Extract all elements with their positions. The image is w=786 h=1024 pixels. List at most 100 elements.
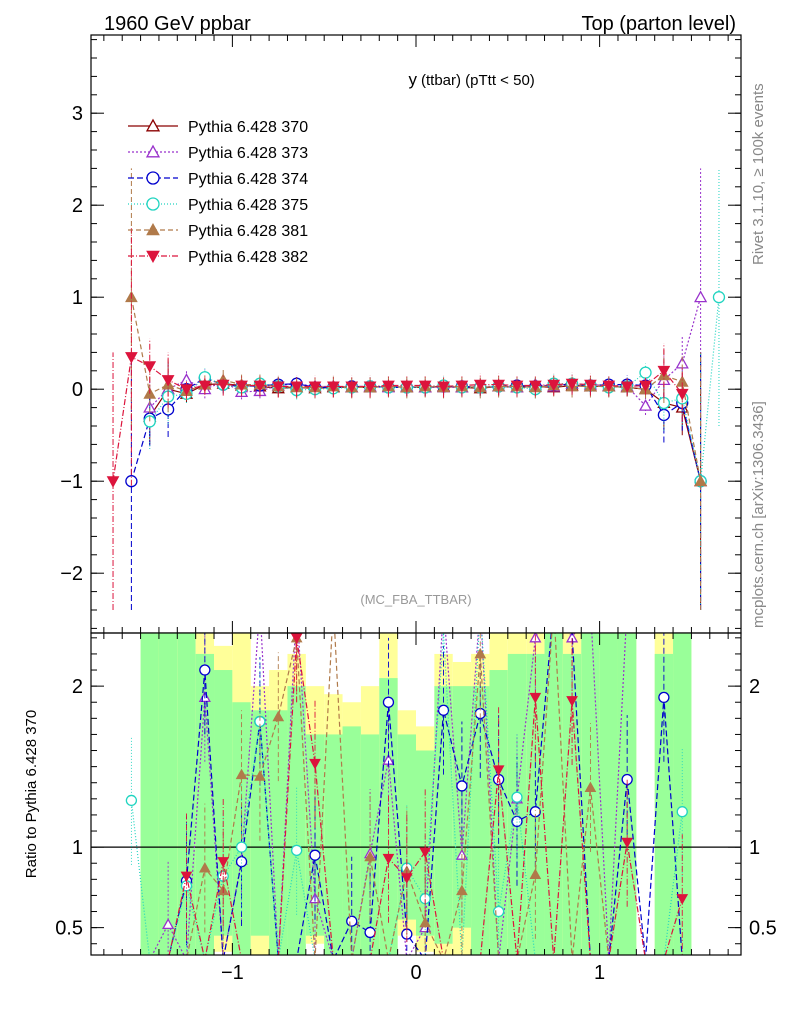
data-point [584, 379, 597, 392]
data-point [271, 381, 285, 393]
ratio-point [676, 894, 689, 905]
analysis-watermark: (MC_FBA_TTBAR) [360, 592, 471, 607]
data-point [547, 379, 561, 392]
ratio-point [272, 710, 285, 722]
ratio-point [290, 844, 303, 856]
ratio-series-pythia-6.428-382 [168, 633, 689, 955]
data-point [345, 381, 359, 393]
ratio-point [437, 704, 450, 716]
data-point [106, 476, 120, 488]
ratio-point [529, 692, 542, 704]
data-point [602, 380, 616, 393]
legend-entry: Pythia 6.428 382 [128, 249, 308, 266]
legend-label: Pythia 6.428 382 [188, 249, 308, 266]
ratio-point [492, 765, 505, 776]
ratio-point [658, 691, 670, 704]
ratio-point [400, 873, 413, 884]
legend-marker [145, 118, 161, 132]
ratio-point [676, 806, 688, 818]
ratio-point [584, 781, 597, 793]
ratio-line [168, 637, 683, 955]
ratio-y-axis-label: Ratio to Pythia 6.428 370 [23, 710, 40, 878]
data-point [253, 380, 267, 393]
ratio-point [235, 768, 248, 780]
data-point [455, 380, 469, 393]
ratio-point [309, 758, 321, 770]
ratio-point [419, 916, 432, 928]
series-line [130, 297, 702, 482]
ratio-plot-area [91, 633, 741, 955]
series-pythia-6.428-374 [125, 352, 707, 610]
ratio-point [474, 647, 487, 659]
legend-marker [146, 250, 160, 264]
y-tick-label-right: 2 [749, 676, 760, 698]
ratio-point [621, 837, 634, 849]
data-point [620, 381, 634, 393]
legend-label: Pythia 6.428 373 [188, 145, 308, 162]
series-line [149, 297, 720, 482]
data-point [712, 291, 726, 304]
inner-band [599, 633, 618, 955]
data-point [510, 380, 524, 393]
ratio-point [309, 849, 321, 861]
legend-entry: Pythia 6.428 375 [128, 197, 308, 214]
inner-band [673, 633, 692, 955]
inner-band [140, 633, 159, 955]
y-tick-label: −2 [60, 563, 83, 585]
ratio-line [186, 633, 609, 955]
legend-entry: Pythia 6.428 373 [128, 144, 308, 162]
header-right: Top (parton level) [581, 13, 736, 35]
ratio-point [382, 853, 395, 865]
y-tick-label-right: 1 [749, 837, 760, 859]
ratio-point [199, 664, 211, 676]
ratio-point [456, 780, 468, 792]
ratio-point [125, 794, 138, 807]
y-tick-label-right: 0.5 [749, 918, 777, 940]
legend-marker [146, 197, 160, 211]
data-point [143, 361, 157, 373]
series-line [112, 356, 683, 482]
data-point [363, 381, 377, 393]
data-point [198, 380, 212, 393]
plot-title-variable: y [409, 70, 418, 89]
main-plot-area [106, 168, 726, 610]
data-point [327, 381, 340, 393]
x-tick-label: 1 [594, 962, 605, 984]
ratio-point [419, 847, 432, 858]
ratio-point [529, 868, 542, 879]
data-point [638, 398, 653, 411]
plot-title-qualifier: (ttbar) (pTtt < 50) [421, 72, 535, 89]
data-point [473, 379, 487, 392]
inner-band [654, 653, 674, 955]
data-point [694, 474, 707, 487]
ratio-point [566, 696, 578, 707]
ratio-point [162, 918, 175, 930]
ratio-point [254, 770, 266, 781]
ratio-point [456, 884, 468, 896]
data-point [565, 378, 579, 391]
y-tick-label: 3 [72, 103, 83, 125]
data-point [235, 380, 248, 393]
data-point [290, 381, 303, 393]
inner-band [471, 686, 490, 955]
ratio-point [217, 857, 230, 868]
y-tick-label: 1 [72, 837, 83, 859]
legend-entry: Pythia 6.428 370 [128, 118, 308, 136]
legend-marker [145, 144, 161, 158]
data-point [216, 379, 230, 392]
y-tick-label: 0 [72, 379, 83, 401]
ratio-point [290, 633, 303, 644]
data-point [675, 388, 689, 401]
ratio-point [346, 915, 358, 927]
main-plot-axes: −2 −1 0 1 2 3 [60, 34, 742, 634]
ratio-point [235, 841, 248, 853]
y-tick-label: 0.5 [55, 918, 83, 940]
ratio-point [198, 862, 211, 873]
series-pythia-6.428-382 [106, 228, 689, 610]
x-tick-label: 0 [410, 962, 421, 984]
data-point [400, 380, 414, 393]
ratio-point [235, 855, 248, 868]
inner-band [158, 633, 178, 955]
